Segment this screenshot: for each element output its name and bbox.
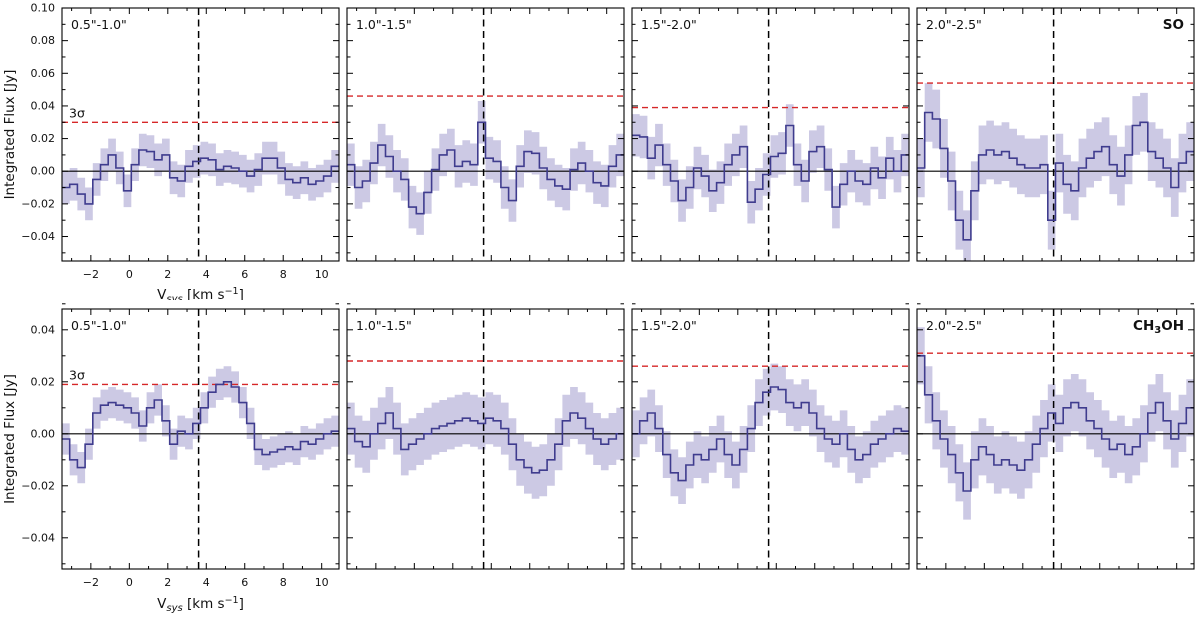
x-tick-label: 10 — [315, 268, 329, 281]
molecule-label: CH3OH — [1133, 318, 1184, 336]
panel-border — [61, 308, 340, 570]
panel-title: 1.0"-1.5" — [356, 17, 412, 32]
panel-border — [631, 7, 910, 262]
y-tick-label: 0.00 — [31, 165, 56, 178]
sigma-label: 3σ — [69, 367, 85, 382]
y-tick-label: 0.02 — [31, 375, 56, 388]
x-tick-label: 6 — [241, 268, 248, 281]
y-tick-label: −0.02 — [21, 479, 55, 492]
x-tick-label: 0 — [126, 576, 133, 589]
x-tick-label: −2 — [83, 268, 99, 281]
flux-step-line — [62, 149, 339, 205]
error-band — [347, 387, 624, 499]
x-tick-label: 2 — [164, 576, 171, 589]
panel-SO-2.0-2.5: 2.0"-2.5" SO — [916, 7, 1195, 262]
flux-step-line — [347, 121, 624, 215]
x-tick-label: 10 — [315, 576, 329, 589]
error-band — [62, 133, 339, 221]
flux-step-line — [917, 355, 1194, 492]
so-row-svg: Integrated Flux [Jy] −2 0 2 4 6 8 10 −0.04 −0.02 0… — [2, 2, 1195, 300]
error-band — [632, 363, 909, 504]
so-row: Integrated Flux [Jy] −2 0 2 4 6 8 10 −0.04 −0.02 0… — [0, 0, 1200, 300]
panel-title: 0.5"-1.0" — [71, 318, 127, 333]
y-axis-label: Integrated Flux [Jy] — [2, 70, 18, 200]
panel-title: 1.5"-2.0" — [641, 17, 697, 32]
y-tick-label: 0.04 — [31, 99, 56, 112]
panel-SO-1.5-2.0: 1.5"-2.0" — [631, 7, 910, 262]
flux-step-line — [917, 111, 1194, 241]
x-tick-label: 0 — [126, 268, 133, 281]
x-tick-label: 4 — [203, 576, 210, 589]
panel-title: 0.5"-1.0" — [71, 17, 127, 32]
y-tick-label: 0.02 — [31, 132, 56, 145]
x-tick-label: 8 — [280, 268, 287, 281]
y-tick-label: 0.00 — [31, 427, 56, 440]
panel-CH3OH-1.0-1.5: 1.0"-1.5" — [346, 303, 625, 570]
error-band — [347, 101, 624, 235]
panel-border — [346, 308, 625, 570]
panel-CH3OH-0.5-1.0: −2 0 2 4 6 8 10 −0.04 −0.02 0.00 0.02 0.04 Vsys [km … — [21, 303, 340, 614]
x-tick-label: 4 — [203, 268, 210, 281]
flux-step-line — [62, 381, 339, 469]
sigma-label: 3σ — [69, 105, 85, 120]
x-tick-label: 2 — [164, 268, 171, 281]
panel-title: 2.0"-2.5" — [926, 318, 982, 333]
y-tick-label: −0.02 — [21, 197, 55, 210]
panel-SO-0.5-1.0: −2 0 2 4 6 8 10 −0.04 −0.02 0.00 0.02 0.04 0.06 0.08 0… — [21, 2, 340, 300]
panel-SO-1.0-1.5: 1.0"-1.5" — [346, 7, 625, 262]
panel-border — [61, 7, 340, 262]
y-tick-label: 0.08 — [31, 34, 56, 47]
y-tick-label: −0.04 — [21, 230, 55, 243]
panel-border — [631, 308, 910, 570]
x-axis-label: Vsys [km s−1] — [157, 286, 244, 300]
x-tick-label: 8 — [280, 576, 287, 589]
y-axis-label: Integrated Flux [Jy] — [2, 374, 18, 504]
panel-border — [916, 7, 1195, 262]
x-tick-label: 6 — [241, 576, 248, 589]
ch3oh-row-svg: Integrated Flux [Jy] −2 0 2 4 6 8 10 −0.04 −0.02 0… — [2, 303, 1195, 614]
panel-border — [346, 7, 625, 262]
panel-CH3OH-1.5-2.0: 1.5"-2.0" — [631, 303, 910, 570]
panel-border — [916, 308, 1195, 570]
flux-step-line — [347, 412, 624, 474]
panel-title: 1.5"-2.0" — [641, 318, 697, 333]
x-tick-label: −2 — [83, 576, 99, 589]
panel-title: 2.0"-2.5" — [926, 17, 982, 32]
x-axis-label: Vsys [km s−1] — [157, 595, 244, 614]
y-tick-label: 0.10 — [31, 2, 56, 15]
molecule-label: SO — [1163, 17, 1184, 33]
panel-title: 1.0"-1.5" — [356, 318, 412, 333]
ch3oh-row: Integrated Flux [Jy] −2 0 2 4 6 8 10 −0.04 −0.02 0… — [0, 300, 1200, 621]
flux-step-line — [632, 386, 909, 482]
y-tick-label: 0.06 — [31, 67, 56, 80]
y-tick-label: −0.04 — [21, 531, 55, 544]
flux-step-line — [632, 124, 909, 208]
y-tick-label: 0.04 — [31, 323, 56, 336]
panel-CH3OH-2.0-2.5: 2.0"-2.5" CH3OH — [916, 303, 1195, 570]
